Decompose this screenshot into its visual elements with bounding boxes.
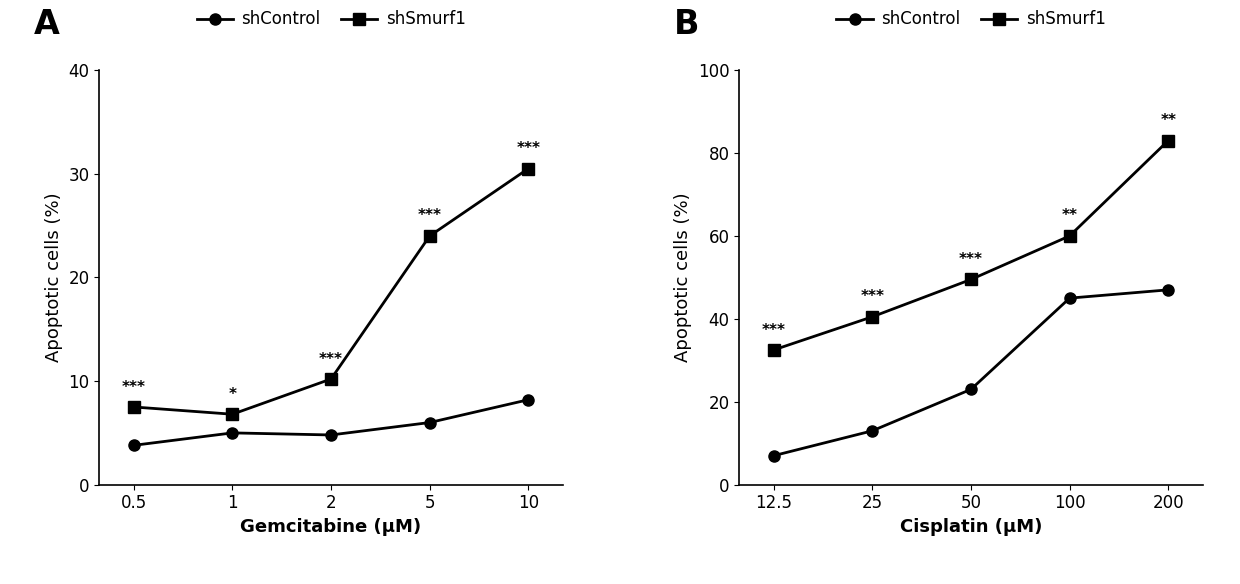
X-axis label: Cisplatin (μM): Cisplatin (μM)	[900, 518, 1042, 536]
Text: ***: ***	[861, 289, 884, 304]
Legend: shControl, shSmurf1: shControl, shSmurf1	[830, 4, 1112, 35]
Text: ***: ***	[516, 141, 541, 156]
shSmurf1	[963, 276, 978, 283]
Line: shControl: shControl	[128, 394, 534, 451]
Text: **: **	[1061, 208, 1078, 224]
Text: ***: ***	[761, 322, 786, 338]
Text: ***: ***	[418, 208, 441, 224]
shSmurf1	[766, 346, 781, 353]
Line: shControl: shControl	[768, 284, 1174, 461]
shControl	[126, 442, 141, 449]
shControl	[1063, 294, 1078, 301]
shSmurf1	[521, 165, 536, 172]
shControl	[766, 452, 781, 459]
Line: shSmurf1: shSmurf1	[128, 163, 534, 420]
shSmurf1	[1063, 232, 1078, 239]
Text: **: **	[1161, 113, 1177, 128]
Text: ***: ***	[122, 380, 146, 395]
shSmurf1	[1161, 137, 1176, 144]
shControl	[963, 386, 978, 393]
shSmurf1	[126, 404, 141, 411]
Text: B: B	[675, 8, 699, 41]
Text: *: *	[228, 387, 237, 402]
shSmurf1	[864, 313, 879, 320]
shControl	[864, 427, 879, 434]
shControl	[224, 429, 239, 436]
shSmurf1	[224, 411, 239, 418]
Line: shSmurf1: shSmurf1	[768, 135, 1174, 356]
shControl	[1161, 286, 1176, 293]
Y-axis label: Apoptotic cells (%): Apoptotic cells (%)	[45, 193, 63, 362]
shControl	[423, 419, 438, 426]
X-axis label: Gemcitabine (μM): Gemcitabine (μM)	[241, 518, 422, 536]
Text: ***: ***	[959, 252, 983, 267]
shControl	[521, 396, 536, 403]
shControl	[324, 432, 339, 439]
shSmurf1	[423, 232, 438, 239]
shSmurf1	[324, 376, 339, 383]
Y-axis label: Apoptotic cells (%): Apoptotic cells (%)	[675, 193, 692, 362]
Text: A: A	[35, 8, 61, 41]
Text: ***: ***	[319, 352, 343, 367]
Legend: shControl, shSmurf1: shControl, shSmurf1	[190, 4, 472, 35]
